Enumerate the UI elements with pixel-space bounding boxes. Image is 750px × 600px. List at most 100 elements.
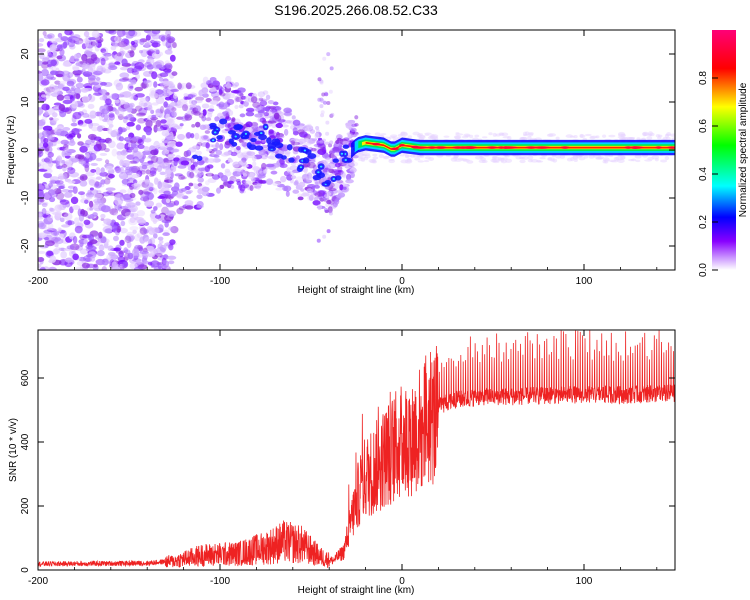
spectrogram-cell <box>46 251 54 257</box>
spectrogram-cell <box>194 132 200 140</box>
spectrogram-cell <box>47 189 56 196</box>
spectrogram-cell <box>317 97 322 102</box>
spectrogram-cell <box>197 167 206 172</box>
spectrogram-cell <box>149 92 159 99</box>
spectrogram-cell <box>228 109 234 116</box>
spectrogram-cell <box>87 133 97 141</box>
spectrogram-cell <box>46 59 57 67</box>
spectrogram-cell <box>158 77 164 82</box>
spectrogram-cell <box>319 197 324 202</box>
spectrogram-cell <box>111 261 117 268</box>
spectrogram-cell <box>190 164 196 170</box>
spectrogram-cell <box>325 131 330 136</box>
spectrogram-cell <box>507 135 512 141</box>
spectrogram-band-hotspot <box>560 146 570 149</box>
spectrogram-cell <box>60 36 69 42</box>
spectrogram-band-hotspot <box>372 142 381 146</box>
spectrogram-cell <box>195 96 205 102</box>
spectrogram-cell <box>71 37 80 42</box>
spectrogram-cell <box>265 163 275 168</box>
spectrogram-cell <box>527 135 532 140</box>
spectrogram-cell <box>201 103 210 109</box>
spectrogram-cell <box>234 82 240 87</box>
spectrogram-band-hotspot <box>486 146 498 149</box>
spectrogram-cell <box>141 134 146 140</box>
spectrogram-cell <box>97 143 107 151</box>
spectrogram-cell <box>602 159 607 164</box>
spectrogram-cell <box>75 62 83 67</box>
spectrogram-cell <box>311 169 316 174</box>
spectrogram-cell <box>89 187 94 191</box>
spectrogram-cell <box>87 66 94 73</box>
spectrogram-cell <box>83 31 90 37</box>
spectrogram-peak <box>192 154 199 159</box>
spectrogram-cell <box>242 170 250 178</box>
spectrogram-cell <box>184 96 192 100</box>
spectrogram-cell <box>99 152 108 156</box>
spectrogram-cell <box>87 74 96 81</box>
spectrogram-cell <box>176 207 184 215</box>
spectrogram-cell <box>238 184 244 189</box>
spectrogram-cell <box>140 49 148 58</box>
spectrogram-cell <box>45 86 56 93</box>
spectrogram-cell <box>321 92 326 97</box>
spectrogram-cell <box>80 142 90 149</box>
spectrogram-cell <box>66 72 74 78</box>
spectrogram-cell <box>312 200 321 206</box>
spectrogram-cell <box>51 236 62 242</box>
spectrogram-cell <box>114 36 120 42</box>
spectrogram-cell <box>354 115 359 120</box>
spectrogram-cell <box>40 79 50 86</box>
spectrogram-cell <box>175 141 183 147</box>
spectrogram-cell <box>57 227 62 233</box>
spectrogram-cell <box>60 250 68 259</box>
spectrogram-cell <box>285 109 293 114</box>
spectrogram-cell <box>237 92 244 96</box>
spectrogram-cell <box>153 81 158 88</box>
spectrogram-cell <box>257 117 263 123</box>
spectrogram-peak-core <box>260 132 263 135</box>
spectrogram-cell <box>207 158 216 163</box>
spectrogram-cell <box>78 160 86 165</box>
spectrogram-band-hotspot <box>629 146 644 149</box>
spectrogram-cell <box>72 34 81 39</box>
spectrogram-cell <box>472 137 479 141</box>
snr-axes: -200 -100 0 100 0 200 400 600 <box>20 330 675 587</box>
spectrogram-cell <box>134 266 143 270</box>
spectrogram-cell <box>73 87 82 95</box>
spectrogram-cell <box>346 132 351 138</box>
spectrogram-cell <box>67 180 76 184</box>
spectrogram-cell <box>94 111 103 117</box>
spectrogram-cell <box>307 195 316 201</box>
spectrogram-cell <box>143 236 153 244</box>
spectrogram-cell <box>132 146 139 153</box>
spectrogram-cell <box>123 31 134 36</box>
spectrogram-cell <box>349 168 358 173</box>
spectrogram-cell <box>157 262 163 270</box>
spectrogram-cell <box>282 185 289 192</box>
spectrogram-cell <box>169 111 177 118</box>
spectrogram-cell <box>75 82 85 89</box>
snr-background <box>38 330 675 570</box>
spectrogram-ridge <box>192 118 675 187</box>
spectrogram-cell <box>182 104 189 112</box>
spectrogram-cell <box>43 34 53 39</box>
spectrogram-cell <box>252 161 257 167</box>
spectrogram-cell <box>79 242 84 247</box>
spectrogram-cell <box>38 132 45 140</box>
spectrogram-cell <box>343 183 350 187</box>
spectrogram-cell <box>129 204 138 213</box>
spectrogram-cell <box>191 100 198 105</box>
spectrogram-cell <box>42 162 53 171</box>
spectrogram-cell <box>43 93 51 100</box>
spectrogram-cell <box>40 222 48 230</box>
spectrogram-cell <box>163 68 172 73</box>
spectrogram-cell <box>164 108 171 115</box>
spectrogram-cell <box>125 234 135 242</box>
spectrogram-cell <box>147 50 152 56</box>
spectrogram-cell <box>138 189 144 195</box>
spectrogram-cell <box>226 98 235 106</box>
spectrogram-cell <box>202 76 209 84</box>
spectrogram-cell <box>50 210 59 215</box>
spectrogram-cell <box>258 97 264 102</box>
